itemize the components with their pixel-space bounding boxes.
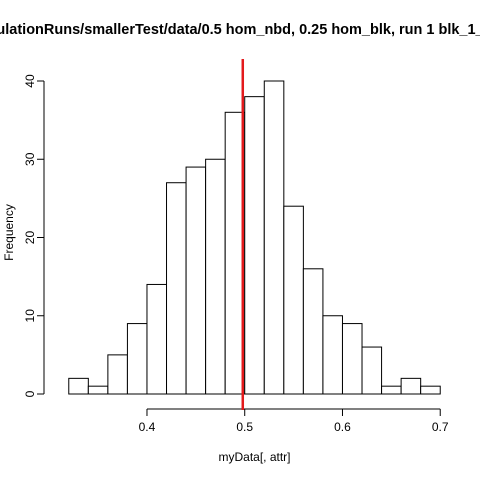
x-axis: 0.4 0.5 0.6 0.7 (139, 408, 449, 434)
x-tick-label: 0.6 (334, 420, 351, 434)
histogram-bar (68, 377, 89, 395)
histogram-bar (302, 268, 324, 395)
histogram-bar (166, 182, 187, 395)
histogram-bar (185, 166, 207, 395)
histogram-bar (263, 80, 285, 395)
x-tick-label: 0.5 (236, 420, 253, 434)
histogram-bar (205, 158, 226, 395)
histogram-bar (381, 385, 402, 395)
histogram-bar (87, 385, 109, 395)
histogram-bar (341, 323, 363, 395)
histogram-bar (126, 323, 148, 395)
histogram-bar (283, 205, 304, 395)
y-tick-label: 10 (23, 309, 37, 323)
x-tick-label: 0.4 (139, 420, 156, 434)
y-tick-label: 30 (23, 152, 37, 166)
chart-title: ulationRuns/smallerTest/data/0.5 hom_nbd… (0, 22, 480, 38)
y-tick-label: 20 (23, 231, 37, 245)
y-tick-label: 40 (23, 74, 37, 88)
histogram-bar (361, 346, 383, 395)
y-axis: 0 10 20 30 40 (23, 74, 45, 397)
histogram-bar (107, 354, 128, 395)
x-axis-label: myData[, attr] (218, 450, 290, 464)
histogram-bar (244, 96, 265, 395)
x-tick-label: 0.7 (432, 420, 449, 434)
histogram-bar (322, 315, 343, 395)
y-tick-label: 0 (23, 390, 37, 397)
histogram-bar (420, 385, 441, 395)
histogram-bar (400, 377, 422, 395)
histogram-bar (146, 283, 168, 395)
histogram-bars (68, 80, 441, 395)
y-axis-label: Frequency (2, 204, 16, 261)
